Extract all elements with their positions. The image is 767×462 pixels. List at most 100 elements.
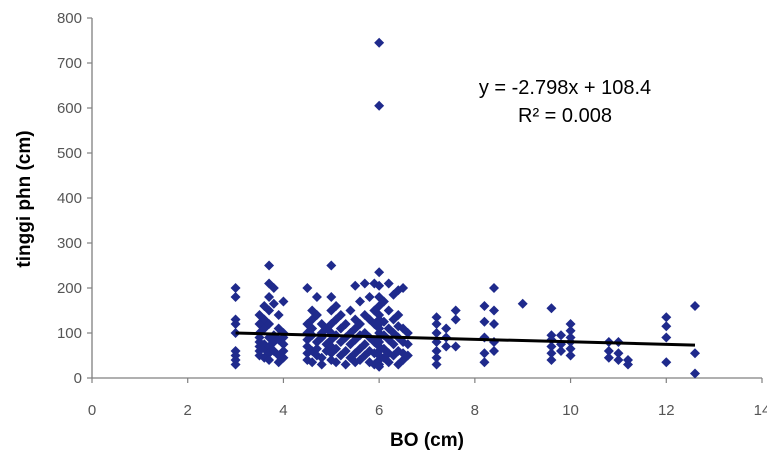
data-point (690, 368, 700, 379)
data-point (331, 357, 342, 368)
data-point (431, 346, 442, 356)
data-point (661, 357, 672, 368)
y-tick-label: 700 (57, 55, 82, 72)
data-point (268, 298, 279, 309)
trendline-equation: y = -2.798x + 108.4 (479, 77, 651, 99)
data-point (603, 346, 614, 356)
data-point (278, 352, 289, 363)
data-point (264, 355, 275, 365)
data-point (546, 348, 557, 359)
data-point (278, 346, 289, 356)
data-point (431, 319, 442, 329)
trendline-layer (235, 331, 696, 347)
data-point (374, 37, 385, 48)
data-point (479, 348, 490, 359)
data-point (359, 278, 370, 289)
data-point (264, 305, 275, 316)
y-tick-label: 100 (57, 325, 82, 342)
data-point (383, 305, 394, 316)
x-tick-label: 10 (562, 402, 579, 419)
data-point (273, 310, 284, 320)
data-point (316, 359, 327, 370)
data-point (378, 296, 389, 307)
data-point (359, 339, 370, 350)
data-point (517, 298, 528, 309)
data-point (316, 352, 327, 363)
data-point (230, 319, 241, 329)
axes (87, 17, 763, 383)
x-tick-label: 4 (279, 402, 287, 419)
data-point (489, 319, 499, 329)
data-point (388, 339, 399, 350)
data-point (546, 303, 557, 314)
x-tick-label: 14 (754, 402, 767, 419)
data-point (355, 319, 365, 329)
data-point (450, 305, 461, 316)
x-tick-label: 12 (658, 402, 675, 419)
y-tick-label: 600 (57, 100, 82, 117)
data-point (402, 339, 413, 350)
data-point (350, 280, 361, 291)
data-point (311, 343, 322, 354)
data-point (278, 339, 289, 350)
data-point (230, 292, 241, 302)
data-point (374, 100, 385, 111)
y-tick-label: 0 (74, 370, 82, 387)
data-point (378, 316, 389, 327)
data-point (431, 328, 442, 338)
data-points (230, 37, 700, 379)
data-point (326, 260, 337, 271)
data-point (331, 343, 342, 354)
x-tick-label: 6 (375, 402, 383, 419)
data-point (565, 319, 576, 329)
data-point (441, 341, 452, 352)
data-point (398, 283, 409, 293)
data-point (374, 280, 385, 291)
data-point (335, 310, 346, 320)
data-point (613, 355, 624, 365)
data-point (661, 332, 672, 343)
x-tick-label: 0 (88, 402, 96, 419)
data-point (431, 312, 442, 323)
data-point (479, 316, 490, 327)
data-point (431, 352, 442, 363)
data-point (383, 278, 394, 289)
data-point (613, 348, 624, 359)
data-point (661, 321, 672, 332)
data-point (489, 283, 499, 293)
y-tick-label: 300 (57, 235, 82, 252)
data-point (340, 346, 351, 356)
data-point (402, 328, 413, 338)
data-point (355, 296, 365, 307)
data-point (565, 343, 576, 354)
data-point (374, 361, 385, 372)
data-point (661, 312, 672, 323)
data-point (307, 357, 318, 368)
data-point (230, 283, 241, 293)
data-point (326, 292, 337, 302)
x-tick-label: 8 (471, 402, 479, 419)
data-point (603, 352, 614, 363)
data-point (311, 310, 322, 320)
y-tick-label: 800 (57, 10, 82, 27)
tick-labels: 0 100 200 300 400 500 600 700 800 0 2 4 6 8 10 12 14 (57, 10, 767, 419)
data-point (690, 301, 700, 311)
data-point (450, 314, 461, 325)
y-tick-label: 500 (57, 145, 82, 162)
data-point (690, 348, 700, 359)
data-point (489, 305, 499, 316)
data-point (393, 310, 404, 320)
data-point (546, 355, 557, 365)
x-tick-label: 2 (184, 402, 192, 419)
trendline-r-squared: R² = 0.008 (518, 105, 612, 127)
data-point (556, 330, 566, 341)
data-point (565, 325, 576, 336)
data-point (307, 323, 318, 334)
data-point (264, 292, 275, 302)
data-point (345, 305, 356, 316)
data-point (489, 346, 499, 356)
data-point (264, 319, 275, 329)
y-tick-label: 200 (57, 280, 82, 297)
